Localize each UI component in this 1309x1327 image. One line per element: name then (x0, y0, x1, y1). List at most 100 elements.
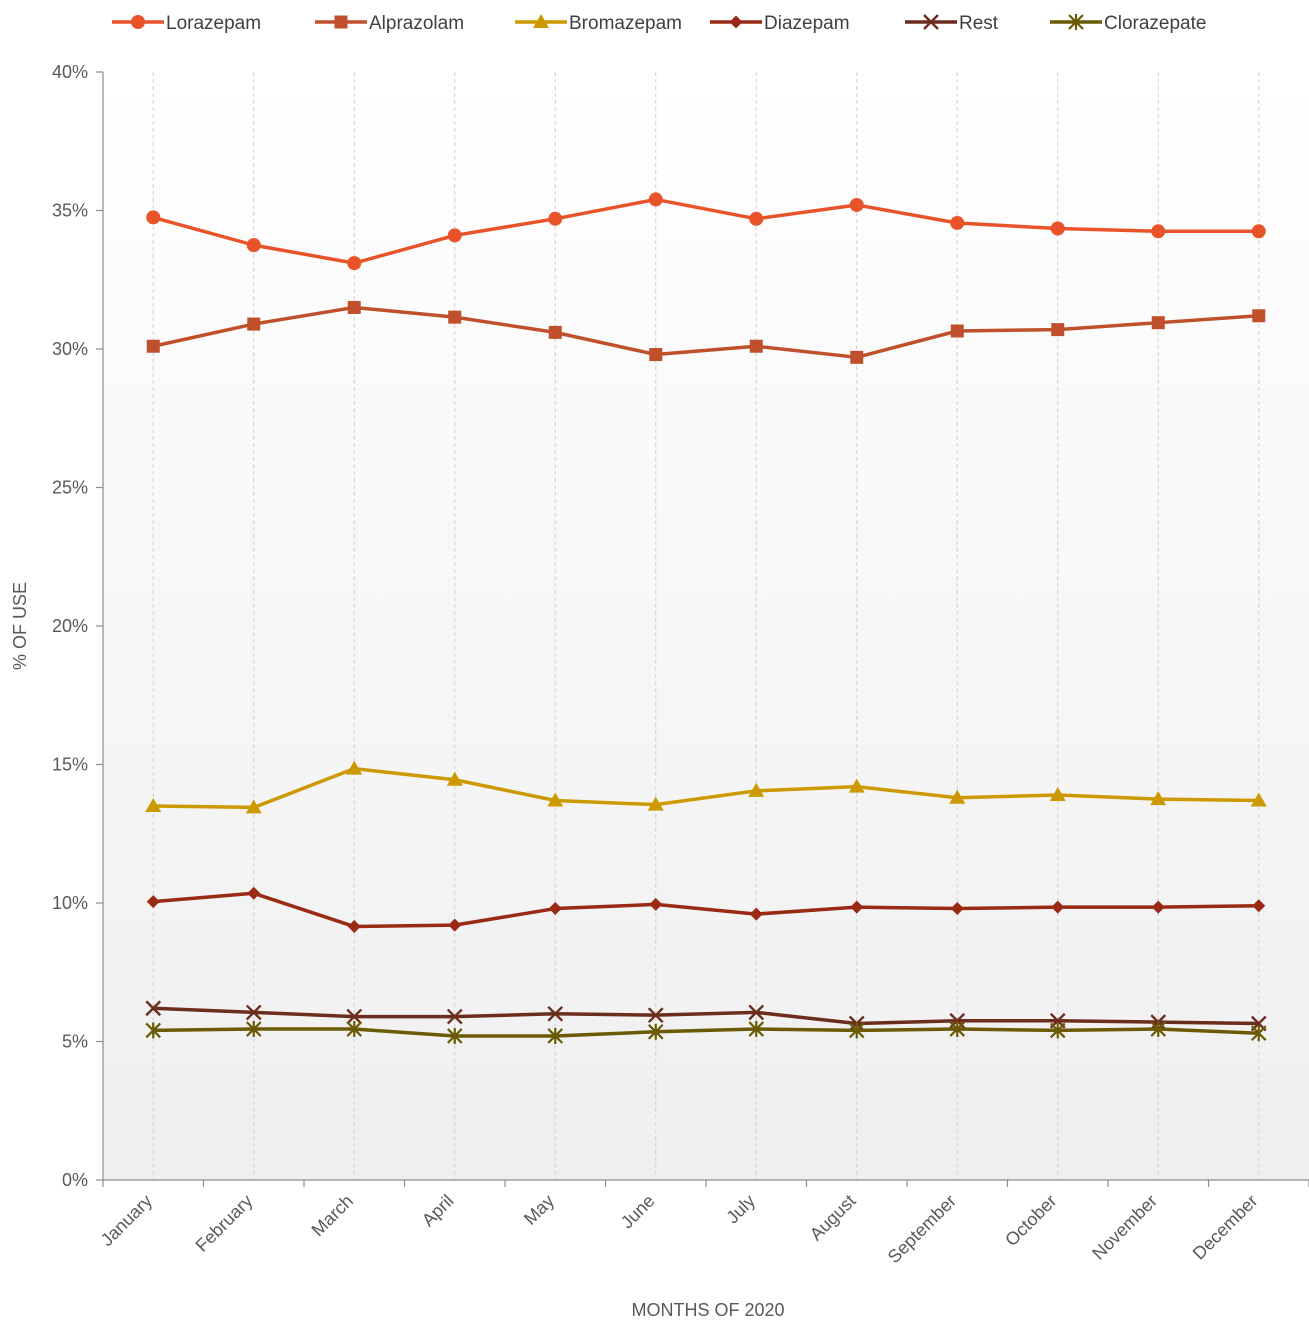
legend-item-bromazepam: Bromazepam (515, 13, 682, 34)
data-point-diazepam (649, 897, 663, 911)
data-point-clorazepate (1150, 1021, 1167, 1038)
x-tick-label: August (806, 1191, 860, 1245)
data-point-bromazepam (1250, 792, 1267, 807)
x-axis-title: MONTHS OF 2020 (631, 1300, 784, 1320)
series-lorazepam (146, 192, 1266, 271)
data-point-diazepam (247, 886, 261, 900)
data-point-alprazolam (649, 348, 663, 362)
data-point-alprazolam (548, 325, 562, 339)
legend-marker (131, 15, 145, 29)
legend-marker (1068, 14, 1084, 30)
data-point-clorazepate (848, 1022, 865, 1039)
y-tick-label: 30% (52, 339, 88, 359)
data-point-diazepam (146, 895, 160, 909)
legend-label: Clorazepate (1104, 13, 1206, 34)
data-point-alprazolam (950, 324, 964, 338)
data-point-clorazepate (346, 1021, 363, 1038)
data-point-bromazepam (547, 792, 564, 807)
data-point-bromazepam (1150, 791, 1167, 806)
legend-label: Rest (959, 13, 999, 34)
data-point-lorazepam (1050, 221, 1065, 236)
data-point-lorazepam (146, 210, 161, 225)
legend-label: Lorazepam (166, 13, 261, 34)
y-tick-label: 5% (62, 1032, 88, 1052)
data-point-diazepam (1252, 899, 1266, 913)
data-point-alprazolam (749, 339, 763, 353)
data-point-lorazepam (1151, 224, 1166, 239)
data-point-clorazepate (245, 1021, 262, 1038)
data-point-rest (446, 1008, 463, 1025)
data-point-clorazepate (647, 1023, 664, 1040)
data-point-rest (748, 1004, 765, 1021)
series-line-lorazepam (151, 197, 1261, 265)
y-tick-label: 15% (52, 755, 88, 775)
data-point-lorazepam (648, 192, 663, 207)
data-point-diazepam (448, 918, 462, 932)
data-point-rest (346, 1008, 363, 1025)
data-point-lorazepam (1251, 224, 1266, 239)
legend-label: Diazepam (764, 13, 850, 34)
data-point-lorazepam (849, 197, 864, 212)
x-tick-label: July (722, 1191, 759, 1228)
x-tick-label: May (520, 1191, 558, 1229)
data-point-bromazepam (346, 760, 363, 775)
data-point-clorazepate (145, 1022, 162, 1039)
data-point-alprazolam (1151, 316, 1165, 330)
data-point-lorazepam (950, 215, 965, 230)
x-tick-label: February (192, 1191, 257, 1256)
data-point-alprazolam (347, 300, 361, 314)
data-point-clorazepate (949, 1021, 966, 1038)
series-bromazepam (145, 760, 1267, 814)
series-layer (145, 192, 1267, 1044)
data-point-alprazolam (1252, 309, 1266, 323)
legend: Lorazepam Alprazolam Bromazepam Diazepam Res… (112, 13, 1206, 34)
data-point-diazepam (749, 907, 763, 921)
data-point-clorazepate (1049, 1022, 1066, 1039)
plot-area (103, 72, 1309, 1180)
legend-item-lorazepam: Lorazepam (112, 13, 261, 34)
legend-item-rest: Rest (905, 13, 999, 34)
series-line-diazepam (151, 891, 1261, 929)
legend-marker (334, 15, 348, 29)
y-tick-label: 25% (52, 478, 88, 498)
legend-marker (729, 15, 743, 29)
x-tick-label: January (97, 1191, 156, 1250)
data-point-diazepam (548, 902, 562, 916)
x-tick-label: October (1001, 1191, 1060, 1250)
legend-item-diazepam: Diazepam (710, 13, 850, 34)
data-point-lorazepam (347, 256, 362, 271)
y-tick-label: 35% (52, 201, 88, 221)
data-point-diazepam (950, 902, 964, 916)
data-point-alprazolam (146, 339, 160, 353)
y-tick-label: 0% (62, 1170, 88, 1190)
series-line-rest (151, 1006, 1261, 1026)
x-tick-label: April (418, 1191, 458, 1231)
data-point-clorazepate (547, 1027, 564, 1044)
x-tick-label: December (1189, 1191, 1262, 1264)
data-point-rest (245, 1004, 262, 1021)
data-point-lorazepam (246, 238, 261, 253)
series-clorazepate (145, 1021, 1267, 1044)
legend-item-alprazolam: Alprazolam (315, 13, 464, 34)
data-point-rest (145, 1000, 162, 1017)
data-point-clorazepate (446, 1027, 463, 1044)
data-point-bromazepam (748, 782, 765, 797)
data-point-rest (547, 1005, 564, 1022)
x-tick-label: November (1088, 1191, 1161, 1264)
y-tick-label: 10% (52, 893, 88, 913)
series-diazepam (146, 886, 1266, 934)
data-point-bromazepam (145, 798, 162, 813)
x-tick-label: March (308, 1191, 358, 1241)
y-axis-title: % OF USE (10, 582, 30, 670)
data-point-alprazolam (247, 317, 261, 331)
x-tick-label: June (617, 1191, 659, 1233)
data-point-diazepam (347, 920, 361, 934)
data-point-lorazepam (548, 211, 563, 226)
legend-label: Bromazepam (569, 13, 682, 34)
legend-label: Alprazolam (369, 13, 464, 34)
series-line-bromazepam (151, 766, 1261, 810)
data-point-clorazepate (1250, 1025, 1267, 1042)
series-alprazolam (146, 300, 1266, 364)
y-tick-label: 20% (52, 616, 88, 636)
